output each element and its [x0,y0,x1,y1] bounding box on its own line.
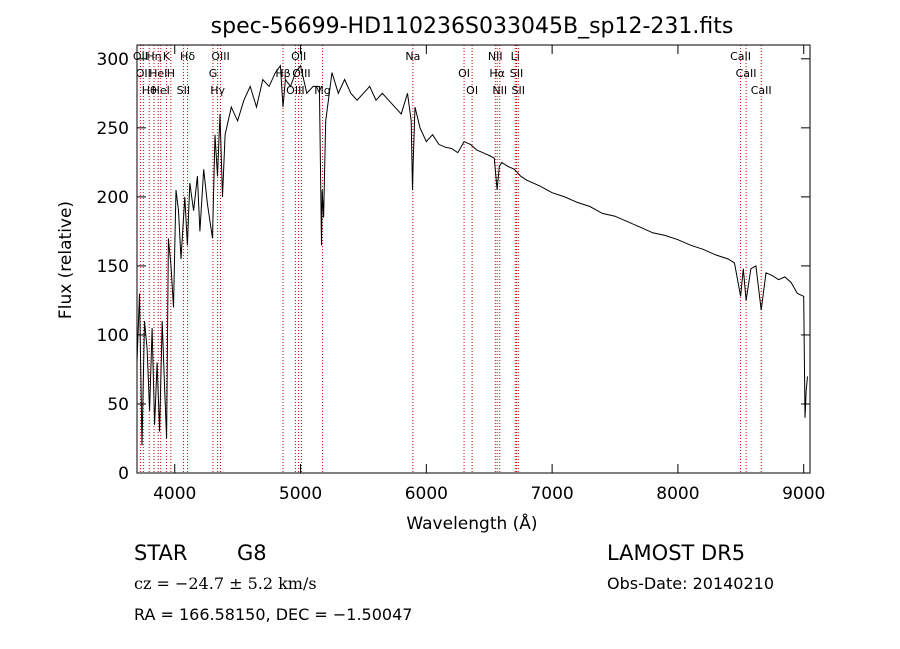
emission-line-label: Hδ [180,50,195,63]
x-axis-title: Wavelength (Å) [406,512,537,534]
x-tick-label: 4000 [153,484,196,504]
observation-date: Obs-Date: 20140210 [607,574,775,593]
sky-coordinates: RA = 166.58150, DEC = −1.50047 [134,605,413,624]
emission-line-label: CaII [751,84,772,97]
redshift-velocity: cz = −24.7 ± 5.2 km/s [134,574,317,593]
x-tick-label: 7000 [530,484,573,504]
x-tick-label: 6000 [405,484,448,504]
y-tick-label: 200 [97,188,129,208]
x-tick-label: 9000 [782,484,825,504]
object-class: STAR [134,541,188,565]
emission-line-label: OIII [211,50,229,63]
chart-title: spec-56699-HD110236S033045B_sp12-231.fit… [211,14,734,39]
emission-line-label: SII [512,84,525,97]
emission-line-markers [139,45,762,473]
emission-line-label: CaII [730,50,751,63]
emission-line-label: OII [136,67,151,80]
emission-line-label: SII [510,67,523,80]
y-tick-label: 0 [118,464,129,484]
y-tick-label: 250 [97,119,129,139]
emission-line-label: CaII [736,67,757,80]
y-tick-label: 100 [97,326,129,346]
emission-line-label: SII [177,84,190,97]
emission-line-label: HeI [149,67,167,80]
emission-line-label: OI [466,84,478,97]
emission-line-label: Hη [146,50,161,63]
emission-line-label: Hβ [275,67,290,80]
y-axis-ticks: 0 50 100 150 200 250 300 [97,50,810,484]
emission-line-label: Hθ [142,84,157,97]
emission-line-label: Mg [314,84,330,97]
emission-line-label: HeI [152,84,170,97]
y-tick-label: 50 [107,395,129,415]
emission-line-label: Na [405,50,420,63]
plot-frame [136,44,811,474]
spectrum-line [136,64,808,446]
emission-line-label: Hα [489,67,505,80]
y-axis-title: Flux (relative) [56,201,76,319]
emission-line-labels: OIIOIIHθHηHeIHeIKHSIIHδGHγOIIIHβOIIIOIIO… [133,50,772,97]
y-tick-label: 300 [97,50,129,70]
emission-line-label: OII [291,50,306,63]
emission-line-label: NII [488,50,503,63]
x-axis-ticks: 4000 5000 6000 7000 8000 9000 [153,45,825,504]
survey-label: LAMOST DR5 [607,541,746,565]
emission-line-label: OIII [286,84,304,97]
emission-line-label: Hγ [210,84,225,97]
emission-line-label: G [209,67,218,80]
object-subclass: G8 [237,541,267,565]
y-tick-label: 150 [97,257,129,277]
emission-line-label: OI [458,67,470,80]
emission-line-label: H [167,67,175,80]
x-tick-label: 8000 [656,484,699,504]
emission-line-label: Li [511,50,520,63]
x-tick-label: 5000 [279,484,322,504]
emission-line-label: K [163,50,171,63]
emission-line-label: NII [492,84,507,97]
